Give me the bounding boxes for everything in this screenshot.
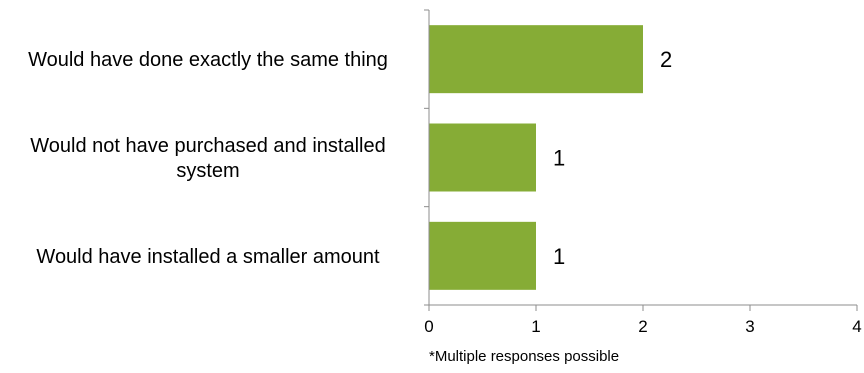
bar [429,25,643,94]
x-tick-label: 2 [638,317,647,336]
x-axis-ticks [428,305,858,311]
bars-group [429,25,643,290]
category-label: Would have installed a smaller amount [36,246,380,268]
x-tick-label: 4 [852,317,861,336]
category-label: Would not have purchased and installed sy… [30,135,385,182]
data-label: 2 [660,47,672,72]
category-labels-group: Would have done exactly the same thing Wo… [28,49,388,268]
x-tick-label: 0 [424,317,433,336]
category-label: Would have done exactly the same thing [28,49,388,71]
data-label: 1 [553,244,565,269]
x-tick-labels-group: 0 1 2 3 4 [424,317,861,336]
data-label: 1 [553,146,565,171]
x-tick-label: 1 [531,317,540,336]
bar [429,123,536,192]
bar [429,221,536,290]
value-labels-group: 2 1 1 [553,47,672,269]
x-tick-label: 3 [745,317,754,336]
y-axis-ticks [424,9,429,306]
footnote-text: *Multiple responses possible [429,348,619,365]
